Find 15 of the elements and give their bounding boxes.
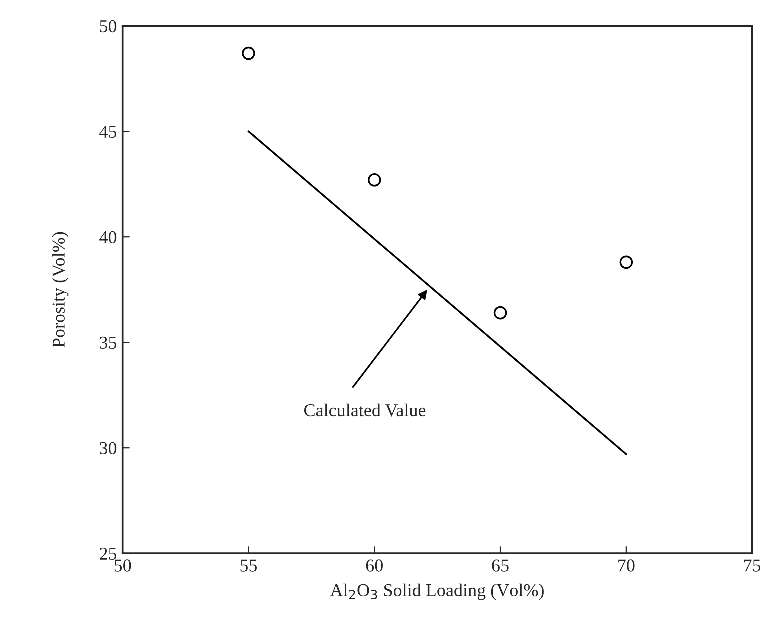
y-axis-title: Porosity (Vol%) bbox=[52, 232, 69, 348]
y-tick-label: 40 bbox=[100, 231, 117, 244]
y-tick-label: 35 bbox=[100, 336, 117, 350]
y-tick-label: 45 bbox=[100, 126, 117, 138]
x-axis-title: Al$_{2}$O$_{3}$ Solid Loading (Vol%) bbox=[330, 584, 544, 600]
x-tick-label: 65 bbox=[492, 560, 509, 572]
x-tick-label: 60 bbox=[366, 560, 383, 572]
y-tick-label: 25 bbox=[100, 548, 117, 560]
x-tick-label: 70 bbox=[618, 560, 635, 572]
x-tick-label: 50 bbox=[114, 560, 132, 572]
y-tick-label: 30 bbox=[100, 442, 117, 455]
x-tick-label: 55 bbox=[240, 560, 258, 572]
annotation: Calculated Value bbox=[304, 404, 426, 417]
x-tick-label: 75 bbox=[744, 560, 761, 572]
y-tick-label: 50 bbox=[100, 20, 117, 33]
